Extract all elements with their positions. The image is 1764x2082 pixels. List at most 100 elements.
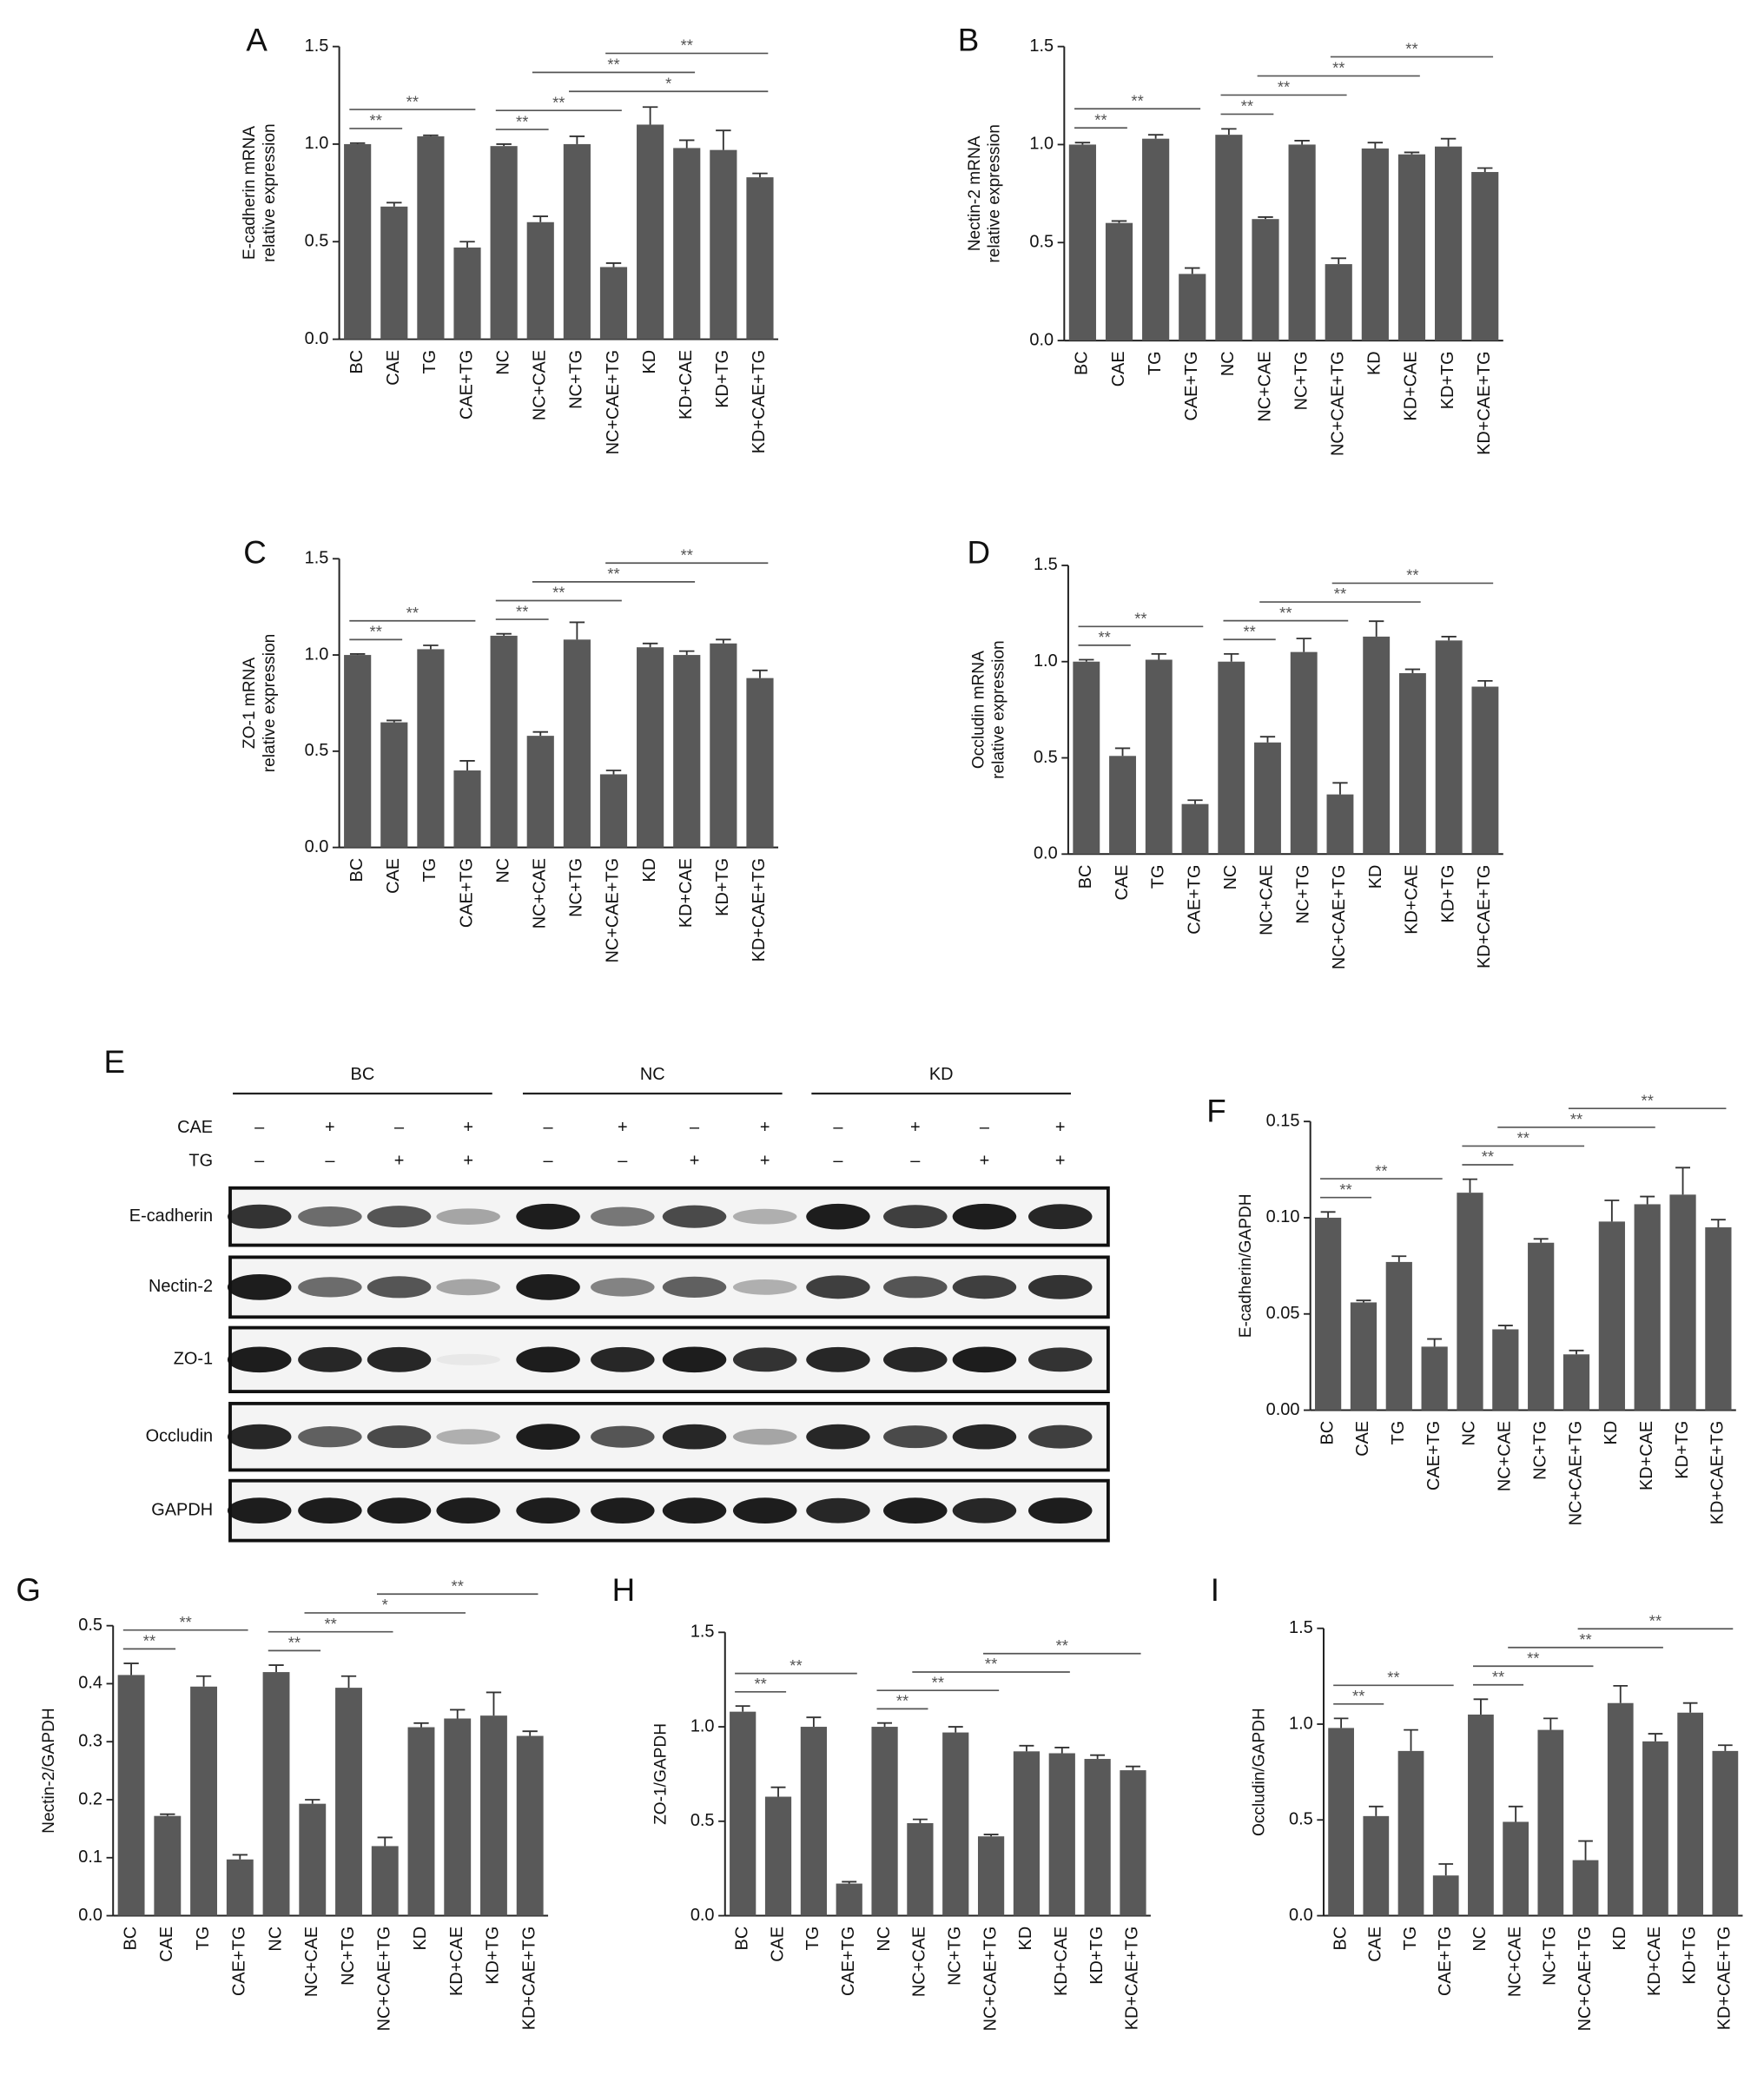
x-tick-label: BC xyxy=(732,1927,751,1951)
significance-label: ** xyxy=(681,545,693,564)
bar xyxy=(1677,1712,1704,1916)
bar xyxy=(1607,1702,1634,1916)
bar xyxy=(1363,1815,1390,1916)
blot-band xyxy=(806,1203,870,1230)
bar xyxy=(1105,222,1133,341)
bar xyxy=(1073,661,1100,855)
x-tick-label: NC+TG xyxy=(946,1927,965,1986)
x-tick-label: NC xyxy=(1460,1421,1479,1446)
blot-band xyxy=(732,1347,797,1372)
x-tick-label: NC+CAE+TG xyxy=(604,858,623,963)
blot-band xyxy=(732,1279,797,1295)
bar xyxy=(1435,146,1463,341)
treatment-sign: – xyxy=(544,1151,554,1170)
x-tick-label: KD+CAE xyxy=(1402,351,1421,420)
x-tick-label: TG xyxy=(420,858,439,882)
treatment-sign: – xyxy=(325,1151,335,1170)
panel-label: I xyxy=(1211,1572,1219,1608)
significance-label: ** xyxy=(1579,1630,1591,1649)
treatment-sign: – xyxy=(544,1118,554,1137)
y-tick-label: 1.0 xyxy=(305,644,329,664)
x-tick-label: NC+CAE+TG xyxy=(604,350,623,455)
blot-band xyxy=(883,1205,948,1229)
blot-band xyxy=(952,1275,1017,1299)
bar xyxy=(563,143,591,340)
treatment-sign: – xyxy=(980,1118,990,1137)
row-label: Occludin xyxy=(146,1426,213,1445)
row-label: GAPDH xyxy=(151,1500,213,1519)
significance-label: ** xyxy=(1517,1129,1529,1147)
blot-band xyxy=(436,1497,500,1524)
group-label: NC xyxy=(640,1065,665,1084)
bar xyxy=(262,1672,290,1916)
blot-band xyxy=(732,1497,797,1524)
y-axis-label: relative expression xyxy=(261,123,279,261)
bar xyxy=(1598,1221,1625,1411)
x-tick-label: NC+TG xyxy=(1541,1927,1560,1986)
x-tick-label: KD+CAE+TG xyxy=(1123,1927,1142,2030)
bar xyxy=(1503,1821,1529,1916)
bar xyxy=(1142,138,1170,341)
treatment-sign: – xyxy=(690,1118,700,1137)
blot-band xyxy=(1027,1497,1093,1524)
blot-band xyxy=(436,1208,500,1226)
x-tick-label: TG xyxy=(194,1927,213,1951)
x-tick-label: KD+TG xyxy=(1438,351,1457,409)
y-tick-label: 0.0 xyxy=(78,1906,102,1925)
bar xyxy=(154,1815,182,1916)
y-tick-label: 0.5 xyxy=(690,1811,715,1830)
x-tick-label: KD xyxy=(1602,1421,1621,1445)
x-tick-label: KD xyxy=(640,350,659,374)
x-tick-label: TG xyxy=(1146,351,1165,375)
bar xyxy=(1471,686,1499,855)
y-axis-label: Occludin mRNA xyxy=(969,651,988,769)
blot-band xyxy=(732,1428,797,1445)
blot-band xyxy=(806,1497,870,1523)
significance-label: ** xyxy=(1278,78,1290,96)
treatment-sign: – xyxy=(394,1118,405,1137)
bar xyxy=(1252,219,1279,341)
blot-band xyxy=(227,1424,292,1450)
x-tick-label: NC xyxy=(875,1927,894,1952)
blot-band xyxy=(591,1425,655,1448)
bar xyxy=(1572,1860,1599,1916)
blot-band xyxy=(227,1273,292,1300)
panel-label: H xyxy=(612,1572,636,1608)
significance-label: ** xyxy=(552,584,565,602)
treatment-sign: + xyxy=(463,1118,473,1137)
significance-label: ** xyxy=(681,36,693,55)
significance-label: ** xyxy=(370,623,382,641)
bar xyxy=(1457,1193,1483,1411)
bar xyxy=(871,1727,898,1916)
y-tick-label: 0.5 xyxy=(1029,233,1054,252)
blot-band xyxy=(883,1346,948,1372)
bar xyxy=(444,1718,472,1916)
significance-label: ** xyxy=(516,112,528,130)
significance-label: ** xyxy=(1094,110,1107,129)
x-tick-label: NC xyxy=(1221,865,1240,890)
blot-band xyxy=(662,1346,727,1373)
x-tick-label: KD+CAE+TG xyxy=(1475,351,1494,454)
treatment-sign: + xyxy=(910,1118,921,1137)
x-tick-label: NC+TG xyxy=(1530,1421,1549,1480)
x-tick-label: KD xyxy=(1365,351,1384,375)
bar xyxy=(1421,1346,1448,1411)
x-tick-label: CAE xyxy=(768,1927,787,1962)
treatment-label: CAE xyxy=(177,1118,213,1137)
x-tick-label: KD+CAE xyxy=(677,858,696,928)
bar xyxy=(190,1686,218,1916)
x-tick-label: NC+CAE xyxy=(1258,865,1277,935)
significance-label: ** xyxy=(1570,1110,1582,1128)
y-tick-label: 0.4 xyxy=(78,1674,102,1693)
significance-label: ** xyxy=(932,1673,944,1691)
significance-label: ** xyxy=(516,602,528,620)
x-tick-label: CAE+TG xyxy=(1185,865,1204,935)
blot-band xyxy=(1027,1204,1093,1230)
blot-band xyxy=(298,1346,362,1372)
x-tick-label: KD+TG xyxy=(1680,1927,1699,1985)
x-tick-label: NC+TG xyxy=(339,1927,358,1986)
treatment-sign: + xyxy=(980,1151,990,1170)
bar xyxy=(637,647,664,848)
blot-band xyxy=(662,1276,727,1298)
